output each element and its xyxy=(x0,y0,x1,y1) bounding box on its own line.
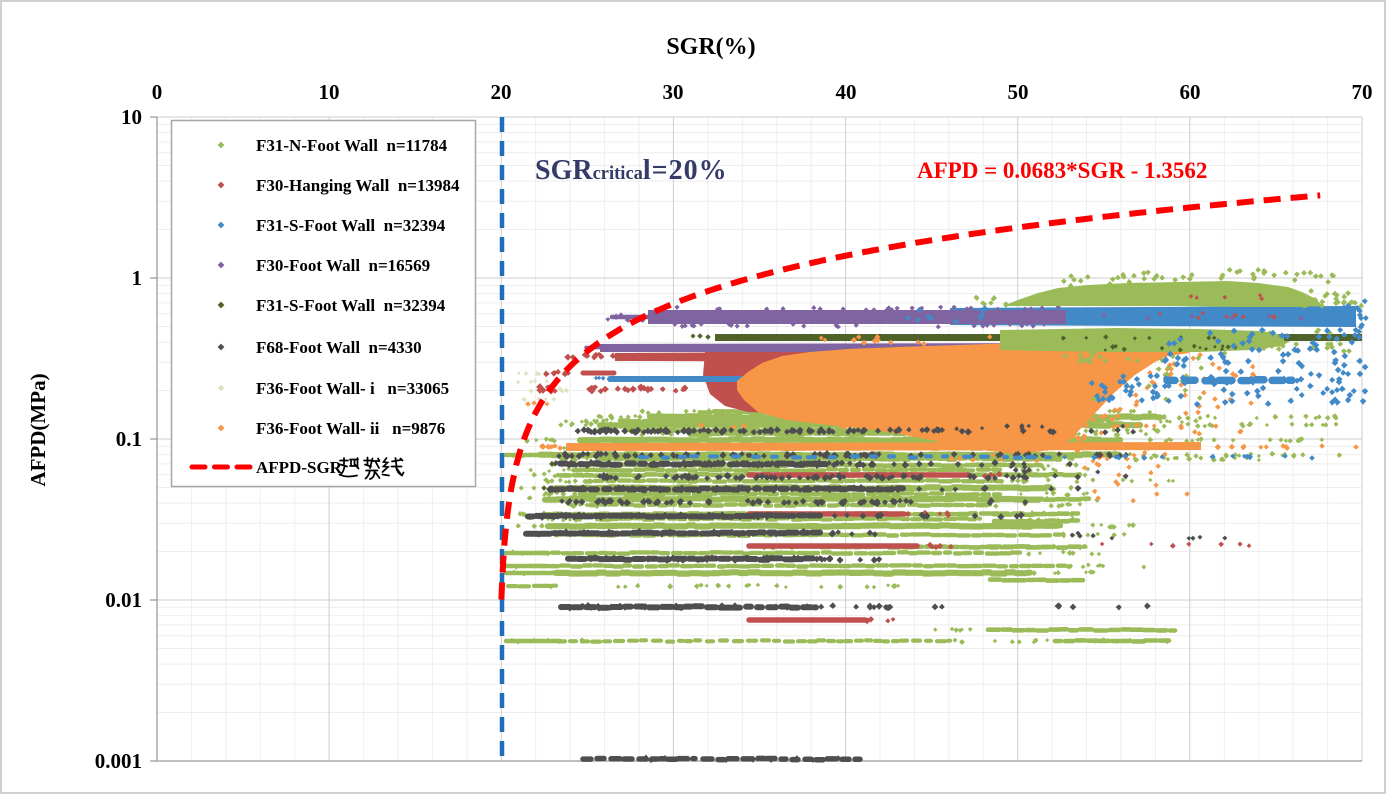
svg-text:10: 10 xyxy=(319,80,340,104)
svg-text:F31-S-Foot Wall n=32394: F31-S-Foot Wall n=32394 xyxy=(256,296,446,315)
svg-text:AFPD = 0.0683*SGR - 1.3562: AFPD = 0.0683*SGR - 1.3562 xyxy=(917,158,1207,183)
svg-text:50: 50 xyxy=(1008,80,1029,104)
svg-text:SGR(%): SGR(%) xyxy=(666,34,755,60)
svg-text:20: 20 xyxy=(491,80,512,104)
svg-text:70: 70 xyxy=(1352,80,1373,104)
svg-text:F31-N-Foot Wall n=11784: F31-N-Foot Wall n=11784 xyxy=(256,136,448,155)
svg-text:1: 1 xyxy=(132,266,143,290)
svg-text:F36-Foot Wall- ii n=9876: F36-Foot Wall- ii n=9876 xyxy=(256,419,445,438)
svg-text:40: 40 xyxy=(836,80,857,104)
svg-text:F68-Foot Wall n=4330: F68-Foot Wall n=4330 xyxy=(256,338,422,357)
svg-text:AFPD-SGR: AFPD-SGR xyxy=(256,458,343,477)
svg-text:0.001: 0.001 xyxy=(95,749,142,773)
svg-text:AFPD(MPa): AFPD(MPa) xyxy=(26,373,50,486)
svg-text:10: 10 xyxy=(121,105,142,129)
svg-text:F36-Foot Wall- i n=33065: F36-Foot Wall- i n=33065 xyxy=(256,379,449,398)
svg-text:0.01: 0.01 xyxy=(105,588,142,612)
svg-text:0.1: 0.1 xyxy=(116,427,142,451)
svg-text:F30-Hanging Wall n=13984: F30-Hanging Wall n=13984 xyxy=(256,176,460,195)
svg-text:0: 0 xyxy=(152,80,163,104)
svg-text:30: 30 xyxy=(663,80,684,104)
svg-text:F31-S-Foot Wall n=32394: F31-S-Foot Wall n=32394 xyxy=(256,216,446,235)
svg-text:F30-Foot Wall n=16569: F30-Foot Wall n=16569 xyxy=(256,256,430,275)
svg-text:60: 60 xyxy=(1180,80,1201,104)
